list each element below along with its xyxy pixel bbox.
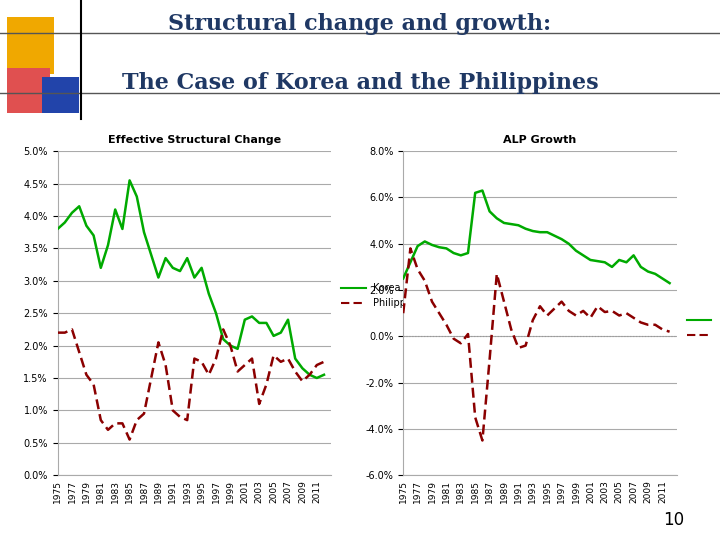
Bar (7, 68, 50, 113)
Title: ALP Growth: ALP Growth (503, 135, 577, 145)
Title: Effective Structural Change: Effective Structural Change (108, 135, 281, 145)
Legend: Korea, Philippines: Korea, Philippines (683, 312, 720, 344)
Text: The Case of Korea and the Philippines: The Case of Korea and the Philippines (122, 72, 598, 94)
Text: 10: 10 (663, 511, 684, 529)
Text: Structural change and growth:: Structural change and growth: (168, 13, 552, 35)
Bar (7, 17, 54, 73)
Legend: Korea, Philippines: Korea, Philippines (338, 279, 431, 312)
Bar (42, 77, 79, 113)
